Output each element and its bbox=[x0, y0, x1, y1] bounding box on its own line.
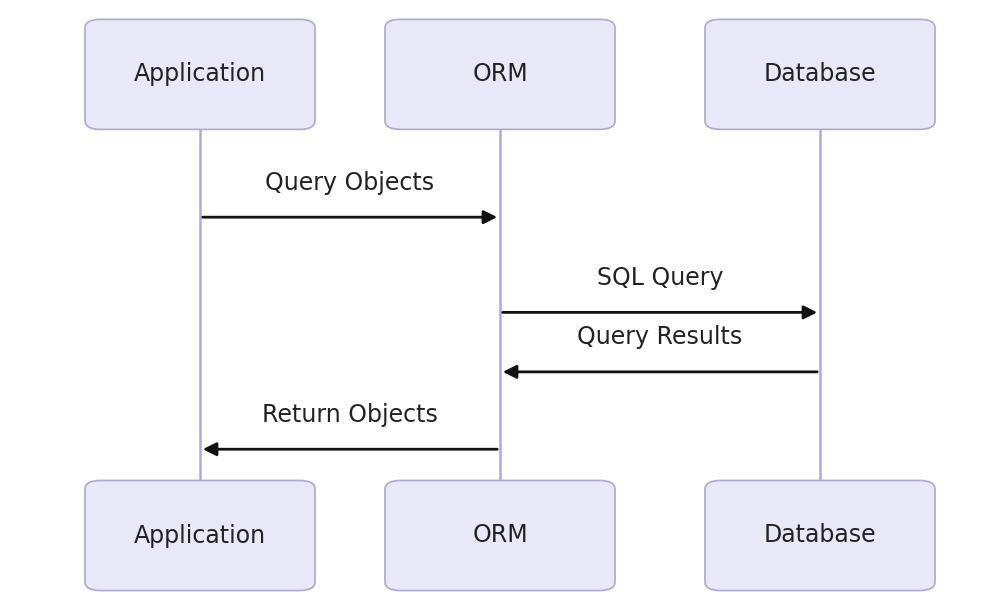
Text: ORM: ORM bbox=[472, 62, 528, 86]
Text: SQL Query: SQL Query bbox=[597, 266, 723, 290]
Text: ORM: ORM bbox=[472, 524, 528, 547]
Text: Query Results: Query Results bbox=[577, 325, 743, 349]
FancyBboxPatch shape bbox=[385, 481, 615, 590]
Text: Database: Database bbox=[764, 62, 876, 86]
Text: Return Objects: Return Objects bbox=[262, 403, 438, 427]
FancyBboxPatch shape bbox=[705, 19, 935, 130]
FancyBboxPatch shape bbox=[385, 19, 615, 130]
Text: Application: Application bbox=[134, 524, 266, 547]
FancyBboxPatch shape bbox=[705, 481, 935, 590]
Text: Application: Application bbox=[134, 62, 266, 86]
Text: Database: Database bbox=[764, 524, 876, 547]
FancyBboxPatch shape bbox=[85, 19, 315, 130]
FancyBboxPatch shape bbox=[85, 481, 315, 590]
Text: Query Objects: Query Objects bbox=[265, 171, 435, 195]
